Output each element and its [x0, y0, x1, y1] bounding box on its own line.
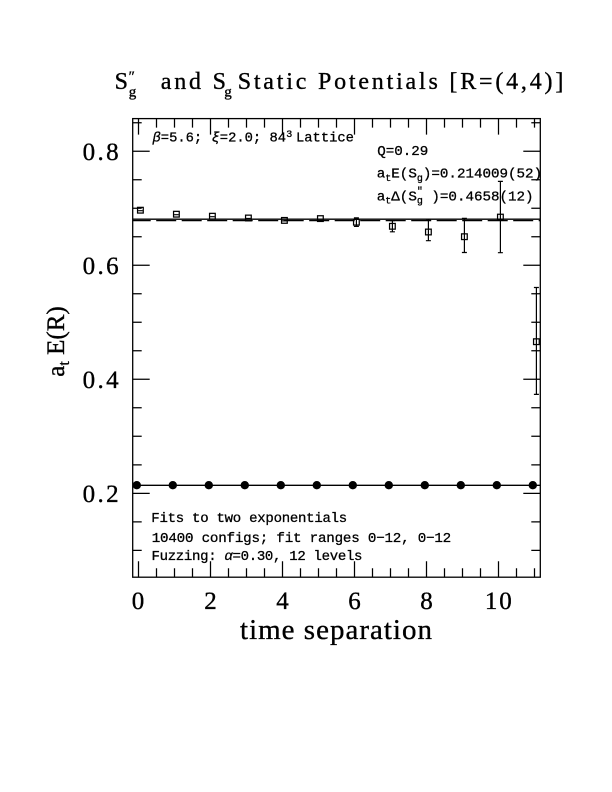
- svg-text:6: 6: [348, 588, 361, 615]
- svg-text:ξ: ξ: [212, 131, 220, 147]
- svg-text:=2.0; 84: =2.0; 84: [220, 132, 286, 147]
- svg-text:and S: and S: [161, 69, 229, 95]
- svg-text:Lattice: Lattice: [296, 131, 354, 147]
- svg-text:time separation: time separation: [240, 614, 433, 646]
- svg-text:t: t: [385, 197, 391, 208]
- svg-text:″: ″: [129, 69, 135, 85]
- svg-text:0.8: 0.8: [83, 139, 121, 166]
- svg-text:Δ(S: Δ(S: [391, 189, 417, 205]
- svg-text:0.4: 0.4: [83, 367, 121, 394]
- svg-text:Fuzzing: α=0.30, 12 levels: Fuzzing: α=0.30, 12 levels: [152, 549, 363, 565]
- svg-text:0.6: 0.6: [83, 253, 121, 280]
- svg-text:)=0.214009(52): )=0.214009(52): [423, 167, 542, 183]
- svg-text:Q=0.29: Q=0.29: [377, 144, 428, 160]
- svg-text:S: S: [115, 69, 128, 95]
- svg-text:Fits to two exponentials: Fits to two exponentials: [151, 511, 347, 527]
- svg-text:t: t: [385, 174, 391, 185]
- svg-text:8: 8: [420, 588, 433, 615]
- svg-text:4: 4: [276, 588, 289, 615]
- svg-text:g: g: [224, 84, 232, 100]
- svg-text:a: a: [377, 167, 386, 183]
- svg-text:g: g: [417, 197, 423, 208]
- svg-text:a: a: [377, 189, 386, 205]
- svg-text:10: 10: [485, 588, 514, 615]
- svg-text:″: ″: [417, 186, 423, 198]
- svg-text:10400 configs; fit ranges 0−12: 10400 configs; fit ranges 0−12, 0−12: [152, 531, 451, 547]
- svg-text:3: 3: [286, 130, 292, 141]
- svg-text:=5.6;: =5.6;: [161, 132, 202, 147]
- svg-text:g: g: [417, 174, 423, 185]
- svg-text:0.2: 0.2: [83, 481, 121, 508]
- svg-text:2: 2: [204, 588, 217, 615]
- svg-text:E(S: E(S: [391, 167, 417, 183]
- svg-text:β: β: [152, 131, 161, 147]
- svg-text:0: 0: [132, 588, 145, 615]
- svg-text:g: g: [129, 84, 137, 100]
- svg-text:at E(R): at E(R): [43, 306, 73, 376]
- svg-text:Static Potentials [R=(4,4)]: Static Potentials [R=(4,4)]: [238, 69, 566, 95]
- svg-text:)=0.4658(12): )=0.4658(12): [423, 189, 534, 205]
